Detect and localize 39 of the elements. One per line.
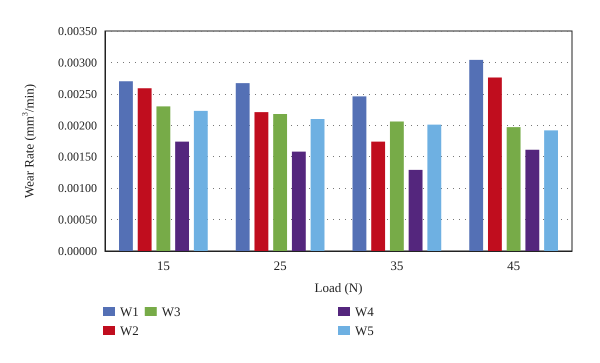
- bar: [138, 88, 152, 251]
- y-tick-label: 0.00150: [58, 150, 97, 164]
- bar: [390, 122, 404, 251]
- legend-label: W1: [120, 304, 139, 319]
- x-tick-label: 45: [507, 258, 520, 273]
- legend-label: W3: [162, 304, 181, 319]
- bar: [427, 124, 442, 251]
- bar: [236, 83, 250, 251]
- bar: [273, 114, 288, 251]
- y-tick-label: 0.00200: [58, 118, 97, 132]
- bar: [352, 96, 366, 251]
- x-tick-label: 35: [390, 258, 404, 273]
- legend-label: W2: [120, 323, 139, 338]
- bar: [469, 60, 484, 251]
- legend-label: W5: [355, 323, 374, 338]
- x-tick-label: 15: [156, 258, 170, 273]
- bar: [544, 130, 558, 251]
- bar: [156, 106, 170, 251]
- bar: [119, 81, 133, 251]
- legend-label: W4: [355, 304, 374, 319]
- y-tick-label: 0.00050: [58, 212, 97, 227]
- bar: [525, 150, 540, 251]
- y-axis-title: Wear Rate (mm3/min): [20, 84, 36, 198]
- y-tick-label: 0.00350: [58, 24, 97, 38]
- x-axis-title: Load (N): [314, 280, 363, 295]
- y-tick-label: 0.00100: [58, 181, 97, 196]
- y-tick-label: 0.00000: [58, 244, 97, 258]
- bar: [408, 170, 423, 251]
- bar: [292, 152, 306, 251]
- x-tick-label: 25: [274, 258, 287, 273]
- bar: [371, 142, 386, 251]
- bar: [310, 119, 324, 251]
- y-tick-label: 0.00250: [58, 86, 97, 101]
- bar: [175, 142, 190, 251]
- bar: [506, 127, 521, 251]
- bar: [254, 112, 268, 251]
- y-tick-label: 0.00300: [58, 55, 97, 70]
- bar: [194, 110, 208, 251]
- bar: [488, 78, 502, 251]
